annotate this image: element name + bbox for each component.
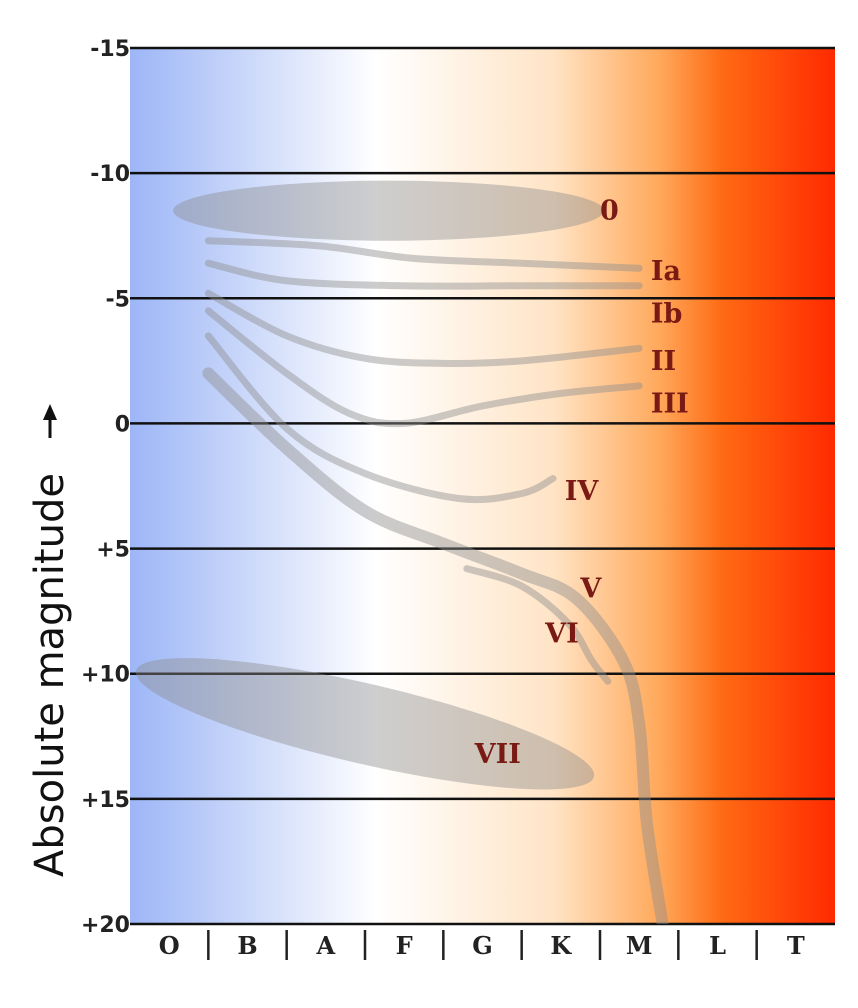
plot-background: [130, 48, 835, 924]
series-iv-curve: [204, 332, 557, 504]
series-ii-label: II: [651, 346, 676, 377]
series-ia-label: Ia: [651, 256, 681, 287]
x-tick-label: O: [159, 931, 180, 960]
series-ib-curve: [204, 259, 643, 290]
series-iv-label: IV: [565, 476, 600, 507]
series-ii-curve: [204, 289, 643, 368]
series-ib-label: Ib: [651, 298, 683, 329]
x-tick-label: M: [626, 931, 653, 960]
x-tick-label: L: [709, 931, 726, 960]
y-tick-label: +5: [96, 538, 130, 563]
x-tick-label: T: [787, 931, 805, 960]
series-v-label: V: [579, 574, 602, 605]
y-tick-label: -15: [90, 37, 130, 62]
x-tick-label: K: [550, 931, 572, 960]
series-vii-region: [135, 658, 595, 790]
y-tick-label: +10: [81, 663, 130, 688]
y-tick-label: -10: [90, 162, 130, 187]
series-layer: [135, 180, 669, 924]
series-ia-curve: [204, 237, 643, 272]
x-tick-label: G: [472, 931, 493, 960]
y-axis-title: Absolute magnitude: [27, 404, 73, 877]
y-tick-label: -5: [106, 287, 130, 312]
y-axis-arrowhead: [43, 404, 57, 420]
y-axis-ticks: -15 -10 -5 0 +5 +10 +15 +20: [81, 37, 130, 938]
x-tick-label: A: [316, 931, 336, 960]
grid-lines: [130, 46, 835, 926]
series-vi-curve: [463, 565, 612, 685]
series-iii-label: III: [651, 388, 689, 419]
y-axis-label: Absolute magnitude: [27, 473, 73, 877]
series-v-curve: [202, 367, 669, 924]
x-tick-label: B: [237, 931, 257, 960]
y-tick-label: +15: [81, 788, 130, 813]
series-iii-curve: [204, 307, 643, 428]
y-tick-label: 0: [115, 412, 130, 437]
series-0-region: [173, 180, 604, 241]
x-tick-label: F: [396, 931, 413, 960]
y-tick-label: +20: [81, 913, 130, 938]
series-vi-label: VI: [544, 619, 579, 650]
series-0-label: 0: [600, 196, 619, 227]
series-vii-label: VII: [474, 739, 521, 770]
